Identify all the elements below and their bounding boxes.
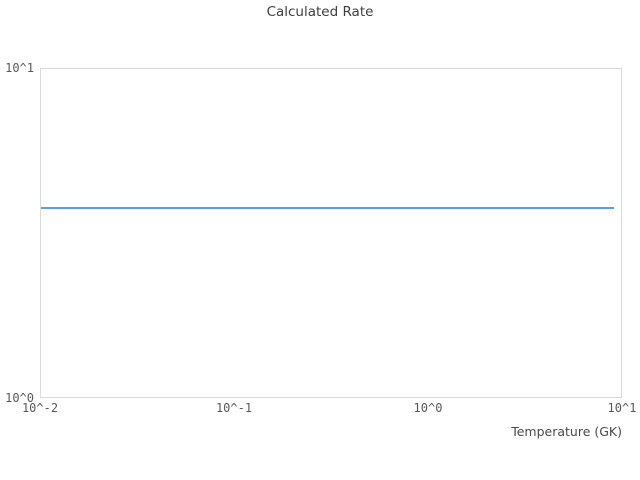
x-axis-title: Temperature (GK) <box>511 424 622 439</box>
x-tick-label: 10^-1 <box>215 401 253 415</box>
rate-line-series <box>41 206 615 209</box>
y-tick-label: 10^1 <box>5 61 34 75</box>
plot-area <box>40 68 622 398</box>
x-tick-label: 10^-2 <box>21 401 59 415</box>
y-tick-label: 10^0 <box>5 391 34 405</box>
y-axis: 10^0 10^1 <box>0 61 36 405</box>
x-tick-label: 10^1 <box>607 401 637 415</box>
x-tick-label: 10^0 <box>413 401 443 415</box>
x-axis: 10^-2 10^-1 10^0 10^1 <box>22 398 637 418</box>
chart-title: Calculated Rate <box>266 4 374 20</box>
